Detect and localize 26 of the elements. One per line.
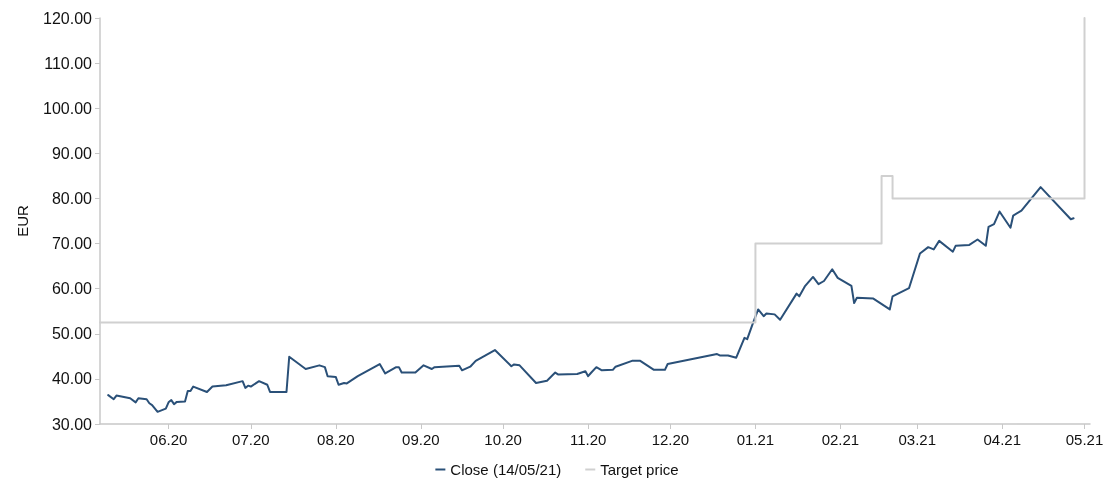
y-tick-label: 80.00 bbox=[51, 189, 93, 207]
x-tick-label: 02.21 bbox=[821, 431, 860, 448]
y-tick-label: 40.00 bbox=[51, 370, 93, 388]
x-tick-label: 07.20 bbox=[232, 431, 270, 448]
y-tick-label: 100.00 bbox=[43, 99, 93, 117]
y-axis-title: EUR bbox=[14, 205, 31, 237]
x-tick-label: 08.20 bbox=[317, 431, 355, 448]
x-tick-label: 01.21 bbox=[736, 431, 775, 448]
y-tick-label: 50.00 bbox=[51, 325, 93, 343]
y-tick-label: 120.00 bbox=[43, 9, 93, 27]
x-tick-label: 10.20 bbox=[484, 431, 522, 448]
x-tick-label: 12.20 bbox=[651, 431, 690, 448]
y-tick-label: 90.00 bbox=[51, 144, 93, 162]
y-tick-label: 30.00 bbox=[51, 415, 93, 433]
x-tick-label: 05.21 bbox=[1065, 431, 1104, 448]
line-series bbox=[107, 186, 1075, 413]
y-tick-label: 70.00 bbox=[51, 235, 93, 253]
x-tick-label: 03.21 bbox=[898, 431, 936, 448]
y-tick-label: 60.00 bbox=[51, 280, 93, 298]
y-tick-label: 110.00 bbox=[44, 54, 93, 72]
x-tick-label: 09.20 bbox=[402, 431, 440, 448]
x-tick-label: 06.20 bbox=[149, 431, 188, 448]
x-tick-label: 11.20 bbox=[569, 431, 607, 448]
legend-label: Target price bbox=[600, 461, 679, 478]
x-tick-label: 04.21 bbox=[983, 431, 1022, 448]
legend-label: Close (14/05/21) bbox=[450, 461, 562, 478]
